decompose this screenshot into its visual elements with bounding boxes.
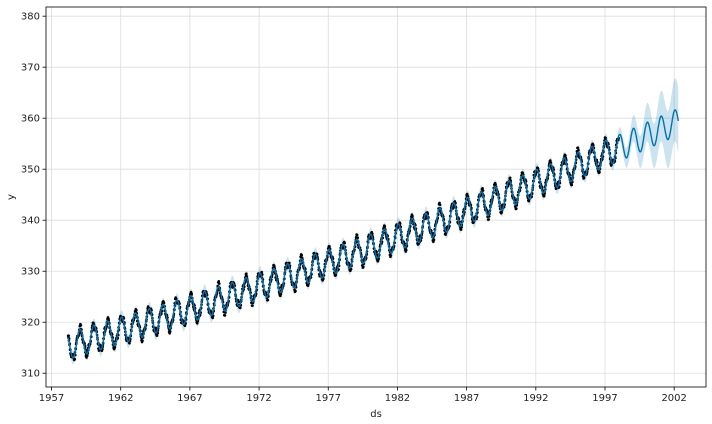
observed-point — [141, 339, 144, 343]
observed-point — [306, 284, 310, 287]
x-tick-label: 1987 — [454, 393, 479, 404]
observed-point — [389, 254, 393, 257]
observed-point — [168, 330, 172, 333]
y-tick-label: 360 — [21, 114, 40, 125]
observed-point — [190, 292, 193, 296]
x-axis-ticks: 1957 1962 1967 1972 1977 1982 1987 1992 1997 2002 — [39, 387, 687, 404]
observed-point — [582, 176, 586, 180]
plot-frame — [45, 6, 707, 388]
observed-point — [405, 248, 408, 252]
observed-point — [411, 214, 414, 218]
y-tick-label: 330 — [21, 267, 40, 278]
observed-point — [135, 308, 138, 312]
observed-point — [224, 311, 227, 314]
x-axis-label: ds — [370, 409, 382, 420]
observed-point — [79, 324, 83, 327]
y-tick-label: 340 — [21, 216, 40, 227]
y-tick-label: 350 — [21, 165, 40, 176]
observed-point — [598, 170, 601, 174]
observed-point — [570, 183, 574, 187]
observed-point — [576, 146, 580, 149]
x-tick-label: 2002 — [661, 393, 686, 404]
observed-point — [251, 304, 254, 307]
observed-point — [67, 334, 70, 338]
observed-point — [113, 345, 117, 349]
observed-point — [549, 159, 552, 162]
x-tick-label: 1967 — [177, 393, 202, 404]
observed-point — [481, 187, 484, 190]
observed-point — [438, 203, 442, 207]
observed-point — [260, 270, 264, 274]
forecast-line — [67, 109, 679, 359]
observed-point — [237, 300, 240, 304]
x-tick-label: 1957 — [39, 393, 64, 404]
observed-point — [211, 316, 214, 320]
observed-point — [432, 238, 436, 242]
observed-point — [375, 250, 378, 254]
observed-point — [294, 289, 297, 293]
x-tick-label: 1992 — [523, 393, 548, 404]
observed-point — [481, 189, 485, 192]
observed-point — [515, 207, 518, 210]
observed-point — [356, 236, 360, 239]
observed-point — [223, 314, 227, 317]
observed-point — [500, 210, 504, 214]
observed-point — [266, 298, 270, 302]
observed-point — [195, 322, 199, 325]
observed-point — [73, 357, 77, 361]
y-axis-label: y — [6, 194, 17, 200]
observed-point — [300, 253, 304, 257]
observed-point — [162, 301, 166, 305]
observed-point — [577, 148, 580, 152]
observed-point — [564, 154, 567, 157]
x-tick-label: 1972 — [246, 393, 271, 404]
observed-point — [128, 341, 131, 345]
observed-point — [487, 218, 491, 221]
observed-point — [383, 224, 387, 228]
observed-point — [494, 183, 497, 186]
x-tick-label: 1997 — [592, 393, 617, 404]
observed-point — [362, 265, 365, 269]
observed-point — [459, 228, 463, 231]
observed-point — [155, 334, 159, 337]
x-tick-label: 1977 — [316, 393, 341, 404]
observed-point — [217, 280, 221, 283]
observed-point — [288, 261, 291, 265]
y-tick-label: 310 — [21, 369, 40, 380]
observed-point — [508, 176, 512, 180]
observed-point — [328, 245, 331, 248]
observed-point — [444, 233, 447, 236]
observed-point — [355, 233, 359, 237]
x-tick-label: 1982 — [385, 393, 410, 404]
y-axis-ticks: 310 320 330 340 350 360 370 380 — [21, 12, 46, 380]
observed-point — [239, 306, 242, 310]
observed-point — [334, 273, 338, 277]
x-tick-label: 1962 — [108, 393, 133, 404]
y-tick-label: 320 — [21, 318, 40, 329]
observed-point — [273, 265, 276, 268]
observed-point — [542, 194, 546, 198]
observed-point — [279, 292, 283, 296]
y-tick-label: 380 — [21, 12, 40, 23]
forecast-path — [67, 109, 679, 359]
observed-point — [343, 241, 347, 245]
observed-point — [86, 354, 89, 357]
y-tick-label: 370 — [21, 63, 40, 74]
observed-point — [218, 282, 221, 285]
plot-area — [46, 7, 706, 387]
observed-point — [245, 272, 248, 276]
observed-point — [604, 136, 607, 140]
